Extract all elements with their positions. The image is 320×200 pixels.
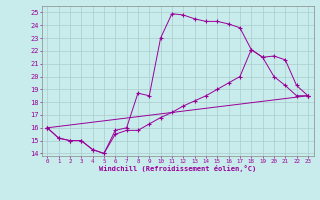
X-axis label: Windchill (Refroidissement éolien,°C): Windchill (Refroidissement éolien,°C) <box>99 165 256 172</box>
